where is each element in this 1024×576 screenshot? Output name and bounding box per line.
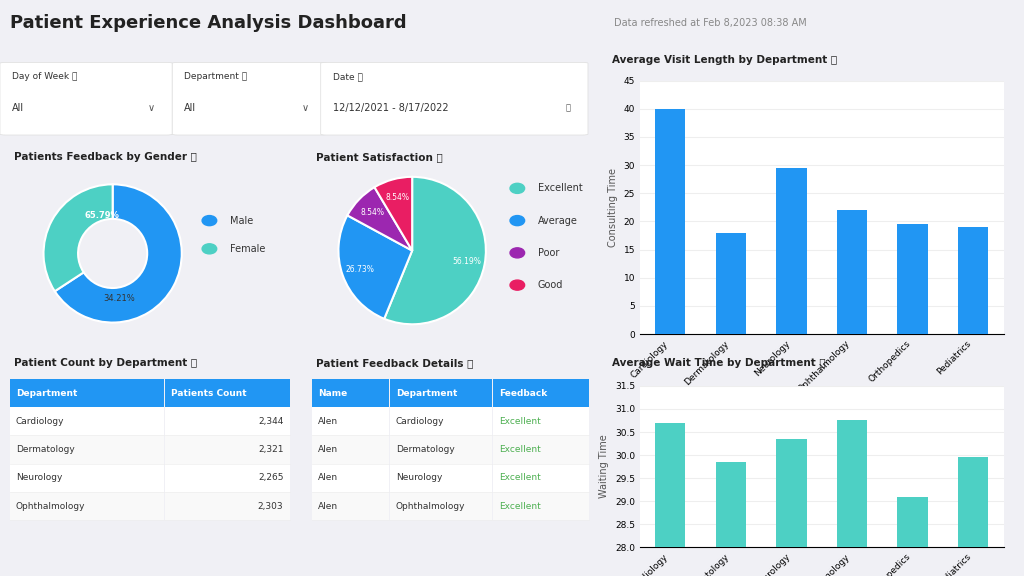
FancyBboxPatch shape: [10, 379, 164, 407]
Text: 65.79%: 65.79%: [85, 211, 120, 220]
Circle shape: [510, 248, 524, 258]
Text: Alen: Alen: [317, 502, 338, 510]
Bar: [837, 420, 867, 576]
FancyBboxPatch shape: [165, 379, 291, 407]
Text: Patient Count by Department ⓘ: Patient Count by Department ⓘ: [14, 358, 197, 367]
Text: Average: Average: [538, 215, 578, 226]
Text: Alen: Alen: [317, 417, 338, 426]
Text: Feedback: Feedback: [499, 389, 547, 397]
Text: Alen: Alen: [317, 473, 338, 482]
Text: Department: Department: [16, 389, 77, 397]
FancyBboxPatch shape: [321, 62, 588, 135]
Text: ∨: ∨: [147, 103, 155, 112]
Text: Excellent: Excellent: [499, 473, 541, 482]
Text: Day of Week ⓘ: Day of Week ⓘ: [12, 72, 77, 81]
Circle shape: [510, 215, 524, 226]
Text: Patient Feedback Details ⓘ: Patient Feedback Details ⓘ: [316, 358, 473, 367]
Text: Alen: Alen: [317, 445, 338, 454]
Bar: [958, 227, 988, 334]
Bar: [837, 210, 867, 334]
FancyBboxPatch shape: [494, 379, 590, 407]
Bar: [776, 439, 807, 576]
Text: 8.54%: 8.54%: [385, 193, 410, 202]
Wedge shape: [44, 184, 113, 291]
Text: Female: Female: [229, 244, 265, 254]
Text: 2,303: 2,303: [258, 502, 284, 510]
Circle shape: [202, 244, 217, 254]
Text: ∨: ∨: [302, 103, 309, 112]
Text: 2,265: 2,265: [258, 473, 284, 482]
Text: 56.19%: 56.19%: [452, 257, 481, 266]
Text: 12/12/2021 - 8/17/2022: 12/12/2021 - 8/17/2022: [333, 103, 449, 112]
Text: Excellent: Excellent: [499, 417, 541, 426]
Bar: [897, 224, 928, 334]
Text: Patient Experience Analysis Dashboard: Patient Experience Analysis Dashboard: [10, 14, 407, 32]
Text: Neurology: Neurology: [16, 473, 62, 482]
Text: Dermatology: Dermatology: [16, 445, 75, 454]
Text: 2,321: 2,321: [258, 445, 284, 454]
Text: Patients Count: Patients Count: [171, 389, 247, 397]
Bar: [716, 462, 746, 576]
Circle shape: [510, 280, 524, 290]
Text: Neurology: Neurology: [396, 473, 442, 482]
Text: 26.73%: 26.73%: [346, 264, 375, 274]
Text: Male: Male: [229, 215, 253, 226]
Text: Cardiology: Cardiology: [16, 417, 65, 426]
Text: Excellent: Excellent: [499, 502, 541, 510]
Text: 📅: 📅: [565, 103, 570, 112]
Text: Excellent: Excellent: [499, 445, 541, 454]
Y-axis label: Consulting Time: Consulting Time: [608, 168, 618, 247]
Text: Patients Feedback by Gender ⓘ: Patients Feedback by Gender ⓘ: [14, 152, 197, 162]
Bar: [655, 109, 685, 334]
Wedge shape: [347, 187, 412, 251]
Y-axis label: Waiting Time: Waiting Time: [599, 435, 609, 498]
Wedge shape: [339, 215, 412, 319]
Text: Data refreshed at Feb 8,2023 08:38 AM: Data refreshed at Feb 8,2023 08:38 AM: [614, 18, 807, 28]
Wedge shape: [384, 177, 485, 324]
Text: 34.21%: 34.21%: [103, 294, 135, 303]
Text: Date ⓘ: Date ⓘ: [333, 72, 362, 81]
Bar: [716, 233, 746, 334]
Text: 2,344: 2,344: [258, 417, 284, 426]
Text: Excellent: Excellent: [538, 183, 583, 194]
Text: Average Visit Length by Department ⓘ: Average Visit Length by Department ⓘ: [611, 55, 837, 65]
Circle shape: [202, 215, 217, 226]
FancyBboxPatch shape: [172, 62, 327, 135]
Text: Department: Department: [396, 389, 458, 397]
FancyBboxPatch shape: [390, 379, 492, 407]
Text: Department ⓘ: Department ⓘ: [184, 72, 247, 81]
Text: 8.54%: 8.54%: [360, 208, 384, 217]
Text: Average Wait Time by Department ⓘ: Average Wait Time by Department ⓘ: [611, 358, 825, 367]
Text: All: All: [12, 103, 24, 112]
Text: Good: Good: [538, 280, 563, 290]
Text: Dermatology: Dermatology: [396, 445, 455, 454]
FancyBboxPatch shape: [312, 379, 389, 407]
Text: Poor: Poor: [538, 248, 559, 258]
Text: Ophthalmology: Ophthalmology: [396, 502, 465, 510]
Text: Cardiology: Cardiology: [396, 417, 444, 426]
FancyBboxPatch shape: [0, 62, 172, 135]
Bar: [655, 423, 685, 576]
Text: Name: Name: [317, 389, 347, 397]
Bar: [897, 497, 928, 576]
Circle shape: [510, 183, 524, 194]
Bar: [958, 457, 988, 576]
Wedge shape: [54, 184, 181, 323]
Wedge shape: [375, 177, 412, 251]
Text: Patient Satisfaction ⓘ: Patient Satisfaction ⓘ: [316, 152, 442, 162]
Text: All: All: [184, 103, 197, 112]
Text: Ophthalmology: Ophthalmology: [16, 502, 85, 510]
Bar: [776, 168, 807, 334]
